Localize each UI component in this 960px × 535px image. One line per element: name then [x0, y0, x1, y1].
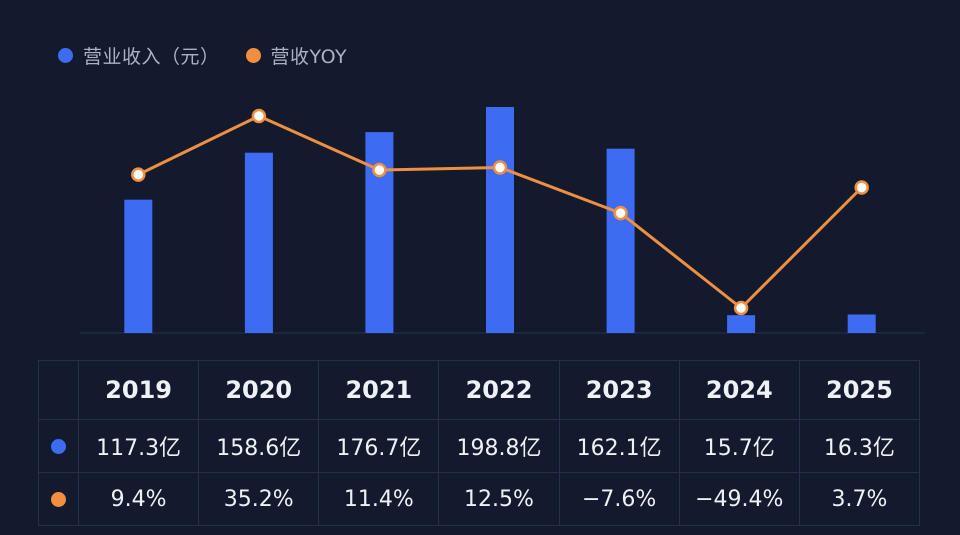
- yoy-point-2020[interactable]: [251, 108, 267, 124]
- yoy-legend-dot: [245, 47, 261, 63]
- revenue-cell: 158.6亿: [198, 419, 320, 473]
- revenue-legend-dot: [58, 47, 73, 63]
- yoy-row-marker-cell: [38, 472, 79, 526]
- yoy-cell: −7.6%: [558, 472, 680, 526]
- revenue-bar-2025[interactable]: [847, 314, 876, 334]
- year-cell: 2022: [438, 360, 560, 420]
- revenue-cell: 162.1亿: [558, 419, 680, 473]
- revenue-cell: 176.7亿: [318, 419, 440, 473]
- yoy-point-2024[interactable]: [733, 300, 749, 316]
- yoy-cell: 35.2%: [198, 472, 320, 526]
- year-cell: 2020: [198, 360, 320, 420]
- year-row-marker-cell: [38, 360, 79, 420]
- data-table: 2019 2020 2021 2022 2023 2024 2025 117.3…: [38, 360, 921, 526]
- year-cell: 2021: [318, 360, 440, 420]
- legend-item-revenue[interactable]: 营业收入（元）: [58, 42, 220, 69]
- revenue-bar-2020[interactable]: [244, 152, 273, 333]
- yoy-point-2021[interactable]: [372, 162, 387, 178]
- year-cell: 2024: [678, 360, 800, 420]
- revenue-bar-2022[interactable]: [486, 107, 514, 333]
- revenue-bar-2024[interactable]: [727, 315, 756, 333]
- revenue-cell: 117.3亿: [77, 419, 200, 473]
- yoy-point-2025[interactable]: [854, 180, 869, 195]
- yoy-legend-label: 营收YOY: [270, 45, 348, 68]
- yoy-line-layer: [131, 108, 869, 316]
- year-cell: 2025: [798, 360, 921, 420]
- yoy-cell: −49.4%: [678, 472, 800, 526]
- revenue-bar-2021[interactable]: [365, 132, 394, 333]
- combo-chart: [80, 107, 925, 334]
- legend-item-yoy[interactable]: 营收YOY: [245, 42, 348, 69]
- yoy-row-dot: [51, 492, 66, 507]
- year-cell: 2023: [558, 360, 680, 420]
- revenue-bar-2019[interactable]: [124, 199, 153, 333]
- revenue-legend-label: 营业收入（元）: [83, 45, 220, 68]
- yoy-cell: 12.5%: [438, 472, 560, 526]
- revenue-row-dot: [51, 439, 66, 454]
- yoy-row: 9.4% 35.2% 11.4% 12.5% −7.6% −49.4% 3.7%: [38, 472, 921, 526]
- revenue-cell: 198.8亿: [438, 419, 560, 473]
- revenue-cell: 15.7亿: [678, 419, 800, 473]
- year-row: 2019 2020 2021 2022 2023 2024 2025: [38, 360, 921, 420]
- revenue-row: 117.3亿 158.6亿 176.7亿 198.8亿 162.1亿 15.7亿…: [38, 419, 921, 473]
- yoy-cell: 11.4%: [318, 472, 440, 526]
- yoy-cell: 9.4%: [77, 472, 200, 526]
- revenue-cell: 16.3亿: [798, 419, 921, 473]
- revenue-bar-2023[interactable]: [606, 148, 635, 333]
- revenue-bars: [124, 107, 876, 334]
- yoy-point-2022[interactable]: [492, 160, 508, 175]
- yoy-point-2019[interactable]: [131, 167, 146, 182]
- revenue-row-marker-cell: [38, 419, 79, 473]
- yoy-cell: 3.7%: [798, 472, 921, 526]
- yoy-point-2023[interactable]: [613, 205, 628, 221]
- chart-legend: 营业收入（元） 营收YOY: [58, 40, 347, 70]
- year-cell: 2019: [77, 360, 200, 420]
